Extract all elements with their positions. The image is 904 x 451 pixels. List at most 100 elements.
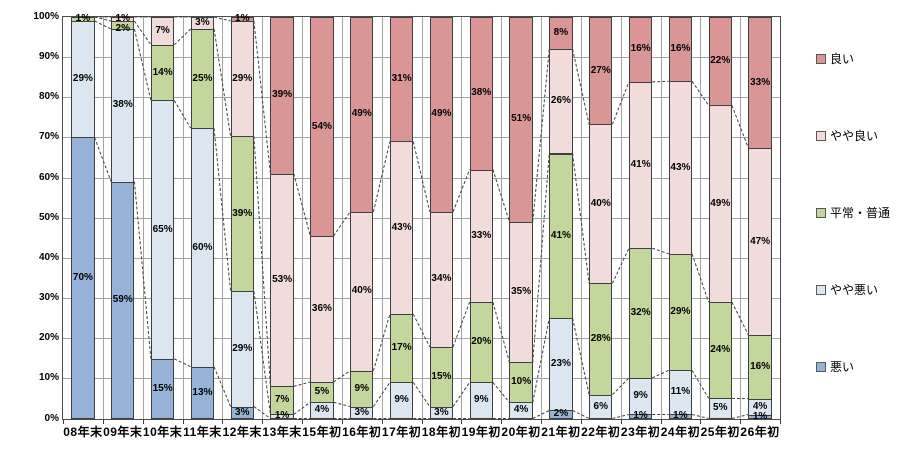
x-axis-tick	[421, 419, 423, 424]
data-label: 8%	[553, 27, 569, 39]
series-connector-line	[691, 80, 710, 106]
data-label: 49%	[431, 108, 452, 120]
series-connector-line	[253, 20, 271, 174]
v-gridline	[381, 17, 383, 419]
legend-label: 悪い	[830, 360, 855, 374]
x-axis-tick	[740, 419, 742, 424]
x-axis-tick	[501, 419, 503, 424]
series-connector-line	[333, 211, 351, 237]
v-gridline	[142, 17, 144, 419]
series-connector-line	[452, 301, 471, 348]
x-axis-tick	[262, 419, 264, 424]
data-label: 9%	[474, 394, 489, 406]
x-axis-tick	[660, 419, 662, 424]
x-category-label: 24年初	[660, 424, 701, 439]
legend-item-やや良い: やや良い	[816, 129, 878, 143]
x-axis-tick	[780, 419, 781, 424]
series-connector-line	[731, 301, 749, 336]
series-connector-line	[492, 382, 510, 403]
bar-segment-良い	[389, 17, 414, 143]
series-connector-line	[173, 28, 192, 46]
series-connector-line	[133, 181, 152, 359]
series-connector-line	[492, 301, 510, 363]
legend-label: 良い	[830, 52, 855, 66]
y-axis-tick-label: 10%	[38, 372, 59, 384]
data-label: 36%	[311, 303, 332, 314]
data-label: 39%	[232, 207, 253, 219]
data-label: 1%	[673, 410, 688, 422]
data-label: 24%	[710, 344, 731, 356]
series-connector-line	[691, 253, 710, 303]
bar-segment-良い	[270, 17, 294, 175]
x-axis-tick	[700, 419, 702, 424]
data-label: 7%	[155, 24, 170, 36]
data-label: 3%	[354, 406, 369, 418]
series-connector-line	[253, 291, 271, 415]
bar-segment-良い	[310, 17, 334, 237]
v-gridline	[222, 17, 224, 419]
data-label: 5%	[314, 386, 330, 398]
v-gridline	[341, 17, 343, 419]
legend-item-平常・普通: 平常・普通	[816, 206, 890, 220]
legend-item-良い: 良い	[816, 52, 854, 66]
data-label: 65%	[152, 223, 173, 235]
v-gridline	[262, 17, 264, 419]
bar-segment-良い	[549, 17, 573, 51]
series-connector-line	[412, 382, 431, 407]
y-axis-tick-label: 80%	[38, 91, 59, 103]
series-connector-line	[731, 105, 749, 149]
x-axis-tick	[341, 419, 343, 424]
data-label: 70%	[72, 271, 93, 283]
data-label: 43%	[391, 221, 412, 233]
series-connector-line	[532, 49, 550, 222]
series-connector-line	[452, 382, 471, 407]
data-label: 4%	[513, 404, 529, 416]
bar-segment-良い	[469, 17, 493, 171]
y-axis-tick-label: 100%	[33, 11, 59, 22]
series-connector-line	[452, 169, 471, 212]
data-label: 29%	[670, 306, 691, 318]
x-category-label: 15年初	[302, 424, 342, 439]
data-label: 33%	[750, 76, 771, 88]
x-category-label: 08年末	[63, 424, 103, 439]
series-connector-line	[213, 28, 232, 137]
bar-segment-良い	[748, 17, 772, 150]
series-connector-line	[293, 381, 311, 387]
data-label: 32%	[630, 307, 651, 319]
data-label: 7%	[274, 394, 290, 406]
x-axis-tick	[142, 419, 144, 424]
series-connector-line	[652, 80, 669, 83]
legend-swatch	[816, 362, 826, 372]
series-connector-line	[293, 401, 311, 415]
series-connector-line	[412, 141, 431, 212]
data-label: 33%	[471, 229, 492, 241]
data-label: 1%	[274, 410, 290, 422]
x-category-label: 20年初	[501, 424, 541, 439]
legend-label: 平常・普通	[830, 206, 891, 220]
x-category-label: 09年末	[103, 424, 143, 439]
data-label: 3%	[235, 406, 250, 418]
v-gridline	[302, 17, 303, 419]
y-axis-tick-label: 20%	[38, 332, 59, 344]
x-category-label: 22年初	[581, 424, 621, 439]
data-label: 1%	[752, 410, 768, 422]
legend-label: やや悪い	[830, 283, 879, 297]
data-label: 16%	[630, 43, 651, 55]
data-label: 53%	[272, 273, 293, 285]
data-label: 4%	[314, 404, 330, 416]
legend-swatch	[816, 54, 826, 64]
x-category-label: 26年初	[740, 424, 780, 439]
y-axis-tick-label: 50%	[38, 211, 59, 223]
x-category-label: 23年初	[620, 424, 661, 439]
v-gridline	[182, 17, 184, 419]
data-label: 1%	[115, 13, 130, 24]
data-label: 43%	[670, 161, 691, 173]
bar-segment-やや良い	[150, 17, 175, 46]
v-gridline	[421, 17, 423, 419]
series-connector-line	[612, 413, 630, 419]
legend-swatch	[816, 131, 826, 141]
series-connector-line	[213, 366, 232, 407]
v-gridline	[580, 17, 582, 419]
